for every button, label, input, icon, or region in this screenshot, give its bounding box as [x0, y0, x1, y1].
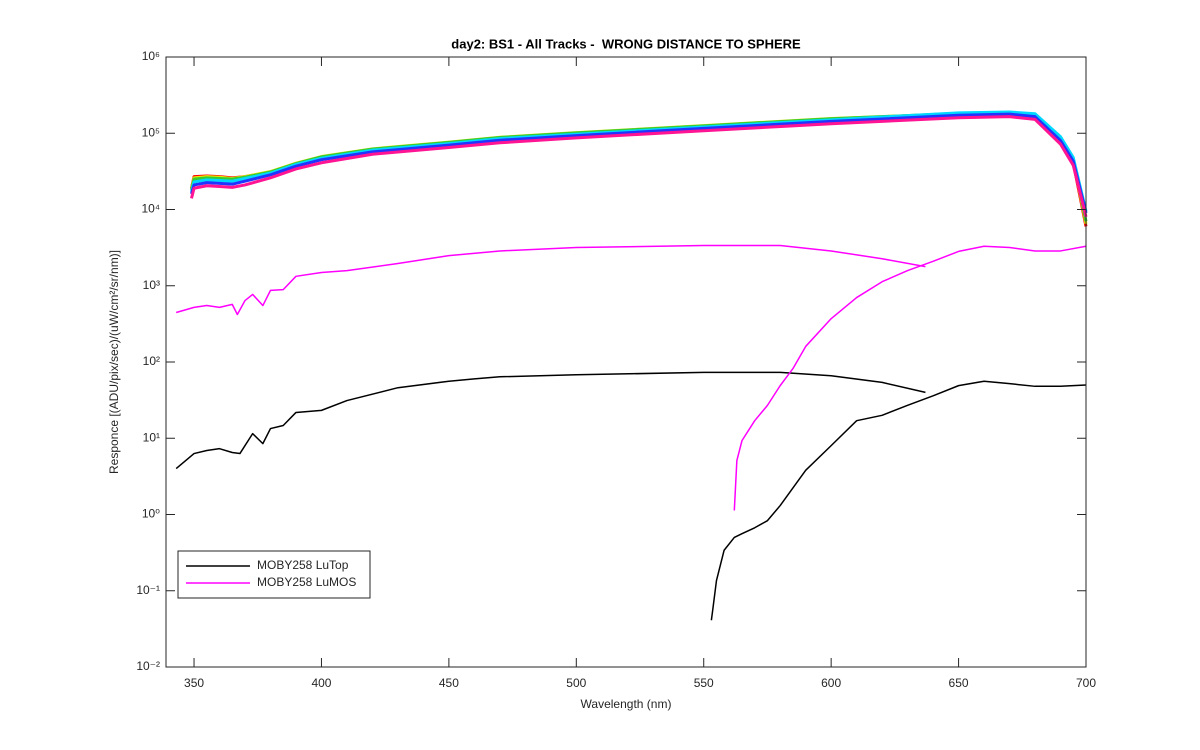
y-tick-label: 10¹	[143, 430, 160, 444]
x-tick-label: 400	[311, 676, 331, 690]
track-line	[190, 112, 1088, 214]
y-tick-label: 10³	[143, 278, 160, 292]
y-tick-label: 10⁻²	[136, 659, 160, 673]
x-tick-label: 450	[439, 676, 459, 690]
y-tick-label: 10⁶	[142, 49, 160, 63]
x-tick-label: 650	[949, 676, 969, 690]
x-tick-label: 700	[1076, 676, 1096, 690]
x-tick-label: 500	[566, 676, 586, 690]
y-axis-label: Responce [(ADU/pix/sec)/(uW/cm²/sr/nm)]	[107, 250, 121, 474]
y-tick-label: 10⁰	[142, 507, 160, 521]
data-line	[175, 244, 1087, 511]
track-line	[190, 115, 1088, 218]
x-tick-label: 600	[821, 676, 841, 690]
legend-label: MOBY258 LuMOS	[257, 575, 356, 589]
x-tick-label: 350	[184, 676, 204, 690]
x-axis-label: Wavelength (nm)	[581, 697, 672, 711]
chart-title: day2: BS1 - All Tracks - WRONG DISTANCE …	[451, 36, 801, 51]
legend-box	[177, 550, 371, 599]
y-tick-label: 10⁻¹	[136, 583, 160, 597]
y-tick-label: 10⁴	[141, 202, 160, 216]
x-tick-label: 550	[694, 676, 714, 690]
y-tick-label: 10²	[143, 354, 160, 368]
y-tick-label: 10⁵	[142, 125, 160, 139]
data-line	[175, 371, 1087, 621]
legend-label: MOBY258 LuTop	[257, 558, 349, 572]
series-group	[175, 110, 1088, 621]
